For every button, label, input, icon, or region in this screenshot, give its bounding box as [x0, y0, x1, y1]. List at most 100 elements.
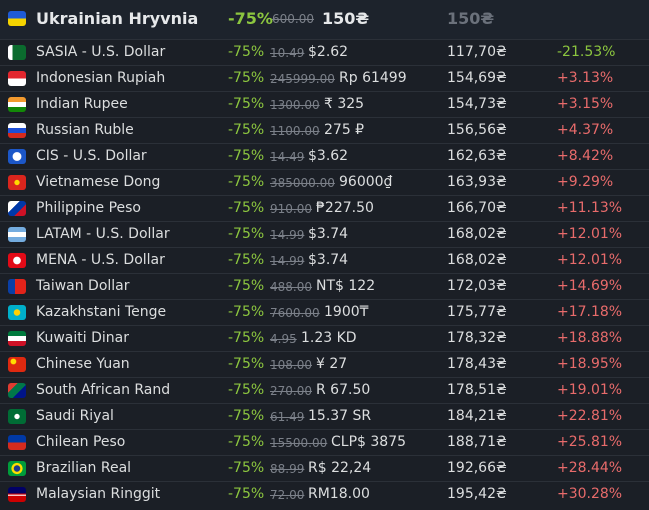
price: 275 ₽ [324, 122, 365, 138]
converted-price: 154,69₴ [447, 70, 507, 86]
flag [8, 149, 26, 164]
price-difference: +12.01% [557, 226, 623, 242]
flag [8, 123, 26, 138]
price: 150₴ [322, 9, 370, 28]
flag [8, 331, 26, 346]
discount: -75% [228, 304, 265, 320]
price-difference: +18.95% [557, 356, 623, 372]
price: R 67.50 [316, 382, 371, 398]
price-difference: +18.88% [557, 330, 623, 346]
currency-name: Russian Ruble [36, 122, 134, 138]
price: $2.62 [308, 44, 349, 60]
original-price: 14.49 [270, 150, 305, 164]
flag [8, 383, 26, 398]
converted-price: 168,02₴ [447, 252, 507, 268]
price: CLP$ 3875 [331, 434, 407, 450]
converted-price: 166,70₴ [447, 200, 507, 216]
table-row: Brazilian Real -75% 88.99 R$ 22,24 192,66₴ +2… [0, 455, 649, 481]
price: ₹ 325 [324, 96, 365, 112]
table-row: Kuwaiti Dinar -75% 4.95 1.23 KD 178,32₴ +18.8… [0, 325, 649, 351]
table-row: Chinese Yuan -75% 108.00 ¥ 27 178,43₴ +18.95% [0, 351, 649, 377]
price: NT$ 122 [316, 278, 376, 294]
flag [8, 487, 26, 502]
currency-name: Indian Rupee [36, 96, 128, 112]
discount: -75% [228, 9, 273, 28]
flag [8, 227, 26, 242]
converted-price: 192,66₴ [447, 460, 507, 476]
table-row: Russian Ruble -75% 1100.00 275 ₽ 156,56₴ +4.3… [0, 117, 649, 143]
original-price: 108.00 [270, 358, 312, 372]
price: $3.62 [308, 148, 349, 164]
price: RM18.00 [308, 486, 370, 502]
currency-name: Chinese Yuan [36, 356, 130, 372]
table-row: Philippine Peso -75% 910.00 ₱227.50 166,70₴ +… [0, 195, 649, 221]
price-difference: +9.29% [557, 174, 614, 190]
table-row: LATAM - U.S. Dollar -75% 14.99 $3.74 168,02₴… [0, 221, 649, 247]
currency-name: Chilean Peso [36, 434, 126, 450]
price: 15.37 SR [308, 408, 372, 424]
currency-name: Kazakhstani Tenge [36, 304, 167, 320]
flag [8, 409, 26, 424]
currency-name: Malaysian Ringgit [36, 486, 161, 502]
price: 1900₸ [324, 304, 369, 320]
flag [8, 201, 26, 216]
currency-name: LATAM - U.S. Dollar [36, 226, 170, 242]
converted-price: 168,02₴ [447, 226, 507, 242]
table-row: Malaysian Ringgit -75% 72.00 RM18.00 195,42₴… [0, 481, 649, 507]
table-row: Chilean Peso -75% 15500.00 CLP$ 3875 188,71₴… [0, 429, 649, 455]
table-row: CIS - U.S. Dollar -75% 14.49 $3.62 162,63₴ +8… [0, 143, 649, 169]
price-difference: +19.01% [557, 382, 623, 398]
converted-price: 195,42₴ [447, 486, 507, 502]
price: R$ 22,24 [308, 460, 372, 476]
discount: -75% [228, 486, 265, 502]
price: 96000₫ [339, 174, 393, 190]
original-price: 61.49 [270, 410, 305, 424]
price-difference: +3.15% [557, 96, 614, 112]
discount: -75% [228, 382, 265, 398]
converted-price: 184,21₴ [447, 408, 507, 424]
discount: -75% [228, 408, 265, 424]
original-price: 15500.00 [270, 436, 328, 450]
price: ¥ 27 [316, 356, 348, 372]
table-row: South African Rand -75% 270.00 R 67.50 178,5… [0, 377, 649, 403]
discount: -75% [228, 226, 265, 242]
header-row: Ukrainian Hryvnia -75% 600.00 150₴ 150₴ [0, 0, 649, 39]
converted-price: 178,32₴ [447, 330, 507, 346]
currency-name: Taiwan Dollar [36, 278, 130, 294]
currency-name: MENA - U.S. Dollar [36, 252, 165, 268]
price-difference: +4.37% [557, 122, 614, 138]
flag [8, 279, 26, 294]
discount: -75% [228, 330, 265, 346]
table-row: Saudi Riyal -75% 61.49 15.37 SR 184,21₴ +22.8… [0, 403, 649, 429]
original-price: 488.00 [270, 280, 312, 294]
original-price: 1300.00 [270, 98, 320, 112]
original-price: 72.00 [270, 488, 305, 502]
original-price: 270.00 [270, 384, 312, 398]
original-price: 10.49 [270, 46, 305, 60]
converted-price: 188,71₴ [447, 434, 507, 450]
price-difference: +8.42% [557, 148, 614, 164]
currency-name: Saudi Riyal [36, 408, 114, 424]
table-row: Taiwan Dollar -75% 488.00 NT$ 122 172,03₴ +14… [0, 273, 649, 299]
converted-price: 117,70₴ [447, 44, 507, 60]
original-price: 245999.00 [270, 72, 335, 86]
flag [8, 305, 26, 320]
discount: -75% [228, 44, 265, 60]
discount: -75% [228, 278, 265, 294]
converted-price: 162,63₴ [447, 148, 507, 164]
price-difference: +14.69% [557, 278, 623, 294]
currency-name: Brazilian Real [36, 460, 132, 476]
price-difference: +25.81% [557, 434, 623, 450]
discount: -75% [228, 252, 265, 268]
original-price: 7600.00 [270, 306, 320, 320]
discount: -75% [228, 70, 265, 86]
currency-name: Ukrainian Hryvnia [36, 9, 199, 28]
table-row: Indian Rupee -75% 1300.00 ₹ 325 154,73₴ +3.15… [0, 91, 649, 117]
original-price: 910.00 [270, 202, 312, 216]
discount: -75% [228, 460, 265, 476]
original-price: 1100.00 [270, 124, 320, 138]
discount: -75% [228, 122, 265, 138]
price-difference: +28.44% [557, 460, 623, 476]
price-difference: -21.53% [557, 44, 616, 60]
